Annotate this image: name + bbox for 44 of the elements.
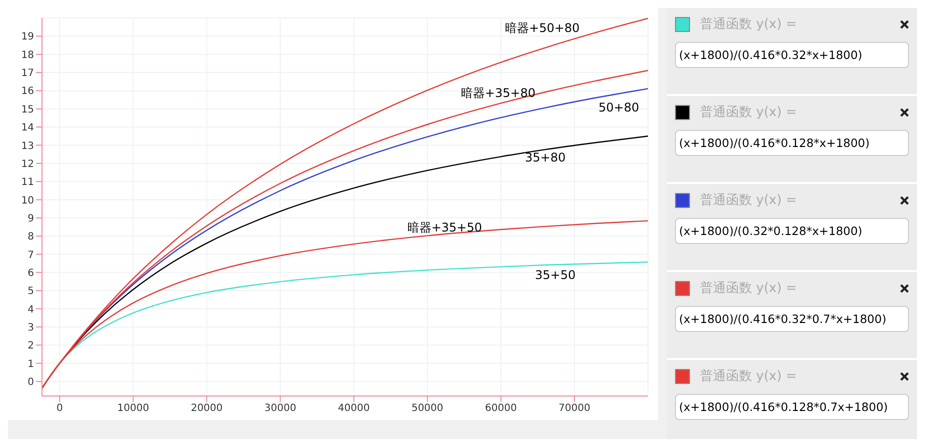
- x-tick-label: 70000: [558, 403, 590, 414]
- series-label: 35+80: [525, 150, 566, 165]
- y-tick-label: 11: [21, 177, 34, 188]
- y-tick-label: 15: [21, 104, 34, 116]
- text: (x+1800)/(0.32*0.128*x+1800): [675, 218, 909, 244]
- y-tick-label: 9: [28, 213, 34, 224]
- x-tick-label: 60000: [485, 403, 517, 414]
- text: (x+1800)/(0.416*0.32*x+1800): [675, 42, 909, 68]
- series-label: 35+50: [535, 268, 576, 282]
- y-tick-label: 2: [28, 340, 34, 352]
- text: (x+1800)/(0.416*0.128*x+1800): [675, 130, 909, 156]
- text: 普通函数 y(x) =: [700, 16, 797, 33]
- y-tick-label: 18: [21, 50, 34, 61]
- y-tick-label: 12: [21, 158, 34, 170]
- y-tick-label: 4: [28, 304, 34, 316]
- x-tick-label: 50000: [411, 403, 444, 414]
- y-tick-label: 8: [28, 232, 34, 243]
- y-tick-label: 10: [21, 195, 34, 206]
- series-label: 暗器+35+80: [460, 86, 536, 100]
- x-tick-label: 10000: [117, 403, 150, 414]
- x-tick-label: 20000: [190, 403, 223, 414]
- text: 普通函数 y(x) =: [700, 192, 797, 209]
- x-tick-label: 0: [56, 403, 63, 414]
- y-tick-label: 17: [21, 68, 34, 80]
- x-tick-label: 30000: [264, 403, 296, 414]
- text: (x+1800)/(0.416*0.128*0.7x+1800): [675, 394, 909, 420]
- series-label: 50+80: [598, 100, 640, 115]
- y-tick-label: 13: [21, 140, 34, 152]
- y-tick-label: 1: [28, 358, 34, 370]
- series-label: 暗器+35+50: [407, 220, 482, 235]
- text: 普通函数 y(x) =: [700, 368, 797, 385]
- x-tick-label: 40000: [338, 403, 370, 414]
- series-label: 暗器+50+80: [505, 20, 580, 35]
- y-tick-label: 14: [21, 122, 34, 134]
- y-tick-label: 19: [21, 32, 34, 43]
- y-tick-label: 6: [28, 268, 34, 279]
- text: 普通函数 y(x) =: [700, 280, 797, 297]
- y-tick-label: 16: [21, 86, 34, 98]
- y-tick-label: 3: [28, 322, 34, 334]
- y-tick-label: 0: [28, 377, 34, 388]
- text: (x+1800)/(0.416*0.32*0.7*x+1800): [675, 306, 909, 332]
- y-tick-label: 7: [28, 250, 34, 261]
- y-tick-label: 5: [28, 286, 34, 298]
- text: 普通函数 y(x) =: [700, 104, 797, 121]
